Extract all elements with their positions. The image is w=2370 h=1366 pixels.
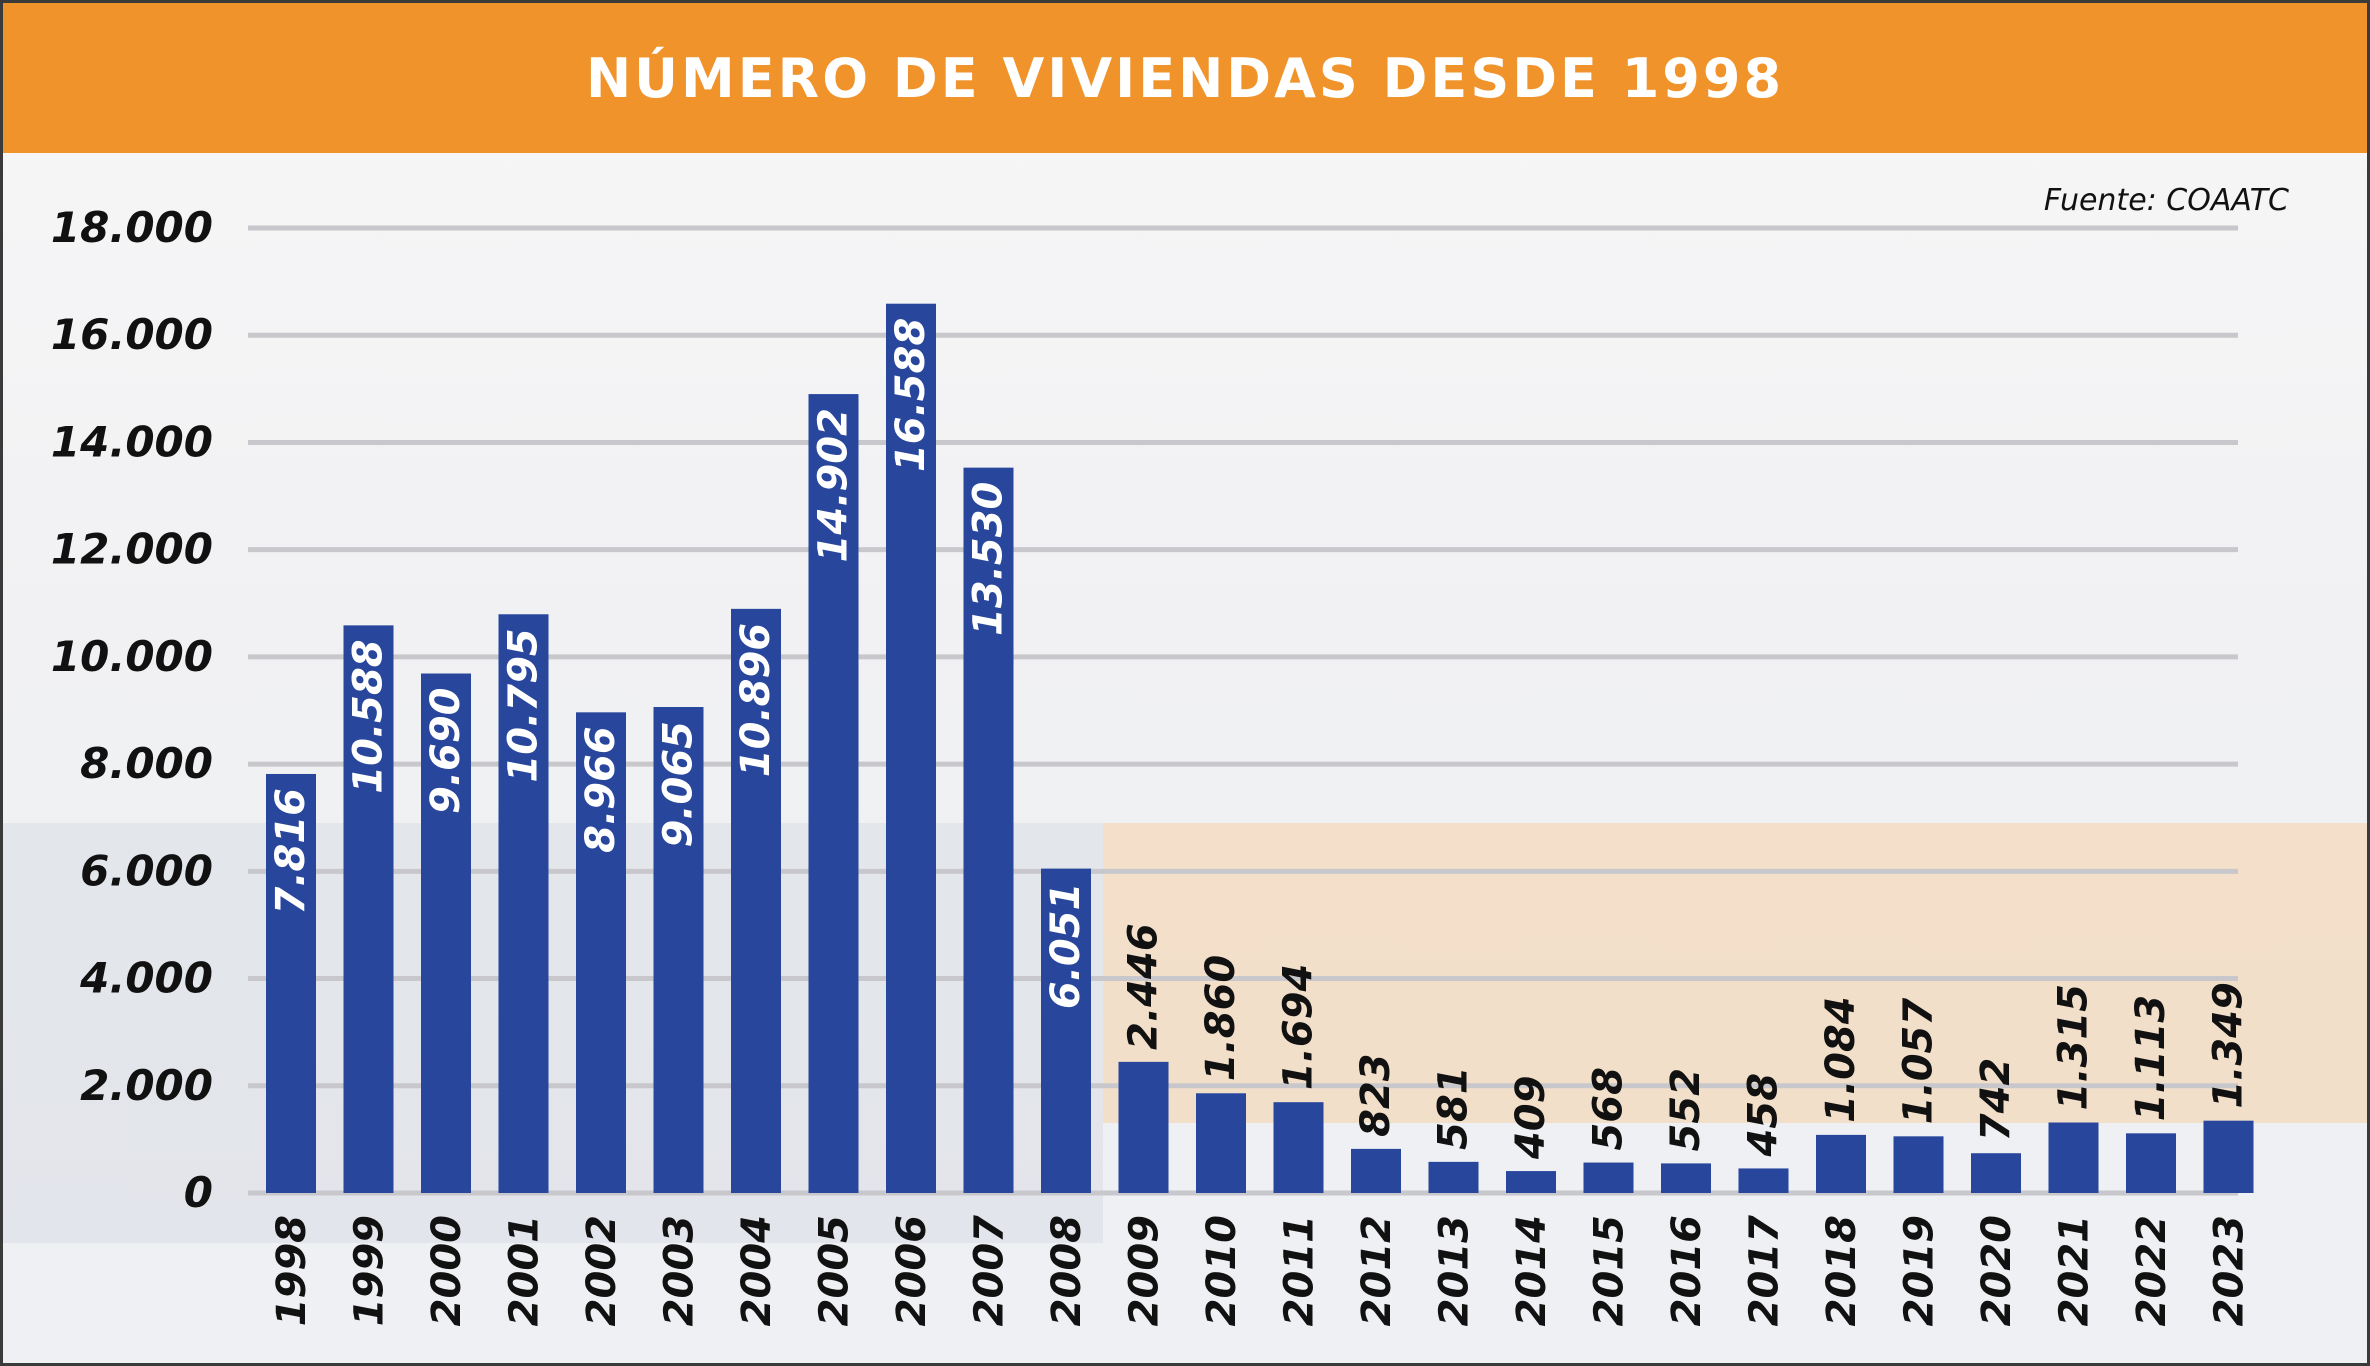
bar-value-label: 8.966 <box>578 726 624 853</box>
bar-value-label: 10.795 <box>501 628 547 782</box>
x-tick-label: 2003 <box>657 1215 703 1326</box>
bar-value-label: 6.051 <box>1043 883 1089 1010</box>
x-tick-label: 2002 <box>579 1215 625 1326</box>
x-tick-label: 2019 <box>1897 1215 1943 1326</box>
bar-value-label: 16.588 <box>888 318 934 472</box>
bar <box>2203 1120 2254 1193</box>
x-tick-label: 1999 <box>347 1215 393 1326</box>
x-tick-label: 2015 <box>1587 1215 1633 1326</box>
bar-value-label: 568 <box>1586 1067 1632 1151</box>
bar-value-label: 7.816 <box>268 788 314 915</box>
bar-value-label: 10.588 <box>346 639 392 793</box>
x-tick-label: 1998 <box>269 1215 315 1326</box>
x-tick-label: 2013 <box>1432 1215 1478 1326</box>
bar <box>886 303 936 1194</box>
x-tick-label: 2020 <box>1974 1215 2020 1326</box>
y-tick-label: 0 <box>184 1168 213 1217</box>
bar <box>498 614 549 1193</box>
x-tick-label: 2001 <box>502 1215 548 1326</box>
x-tick-label: 2008 <box>1044 1215 1090 1326</box>
bar-value-label: 581 <box>1431 1066 1477 1150</box>
y-tick-label: 2.000 <box>80 1061 213 1110</box>
bar <box>1506 1171 1556 1193</box>
x-tick-label: 2006 <box>889 1215 935 1326</box>
y-tick-label: 10.000 <box>51 632 213 681</box>
bar <box>963 467 1014 1193</box>
x-tick-label: 2005 <box>812 1215 858 1326</box>
x-tick-label: 2021 <box>2052 1215 2098 1326</box>
x-tick-label: 2009 <box>1122 1215 1168 1326</box>
bar-value-label: 1.694 <box>1276 964 1322 1091</box>
source-note: Fuente: COAATC <box>2043 183 2289 218</box>
x-tick-label: 2011 <box>1277 1215 1323 1326</box>
bar <box>343 625 394 1193</box>
x-tick-label: 2023 <box>2207 1215 2253 1326</box>
bar-value-label: 2.446 <box>1121 923 1167 1050</box>
bar-value-label: 1.113 <box>2128 995 2174 1122</box>
y-tick-label: 8.000 <box>80 739 213 788</box>
bar-value-label: 823 <box>1353 1053 1399 1137</box>
y-tick-label: 12.000 <box>51 525 213 574</box>
bar-chart: 0 2.000 4.000 6.000 8.000 10.000 12.000 14.000 1… <box>3 203 2367 1326</box>
bar <box>266 773 316 1193</box>
bar-value-label: 1.084 <box>1818 996 1864 1123</box>
bar <box>731 608 781 1193</box>
bar <box>1041 868 1091 1193</box>
bar <box>576 712 626 1193</box>
x-tick-label: 2004 <box>734 1215 780 1326</box>
bar-value-label: 9.065 <box>656 721 702 848</box>
bar-value-label: 1.315 <box>2051 984 2097 1111</box>
y-tick-label: 18.000 <box>51 203 213 252</box>
bar <box>1661 1163 1711 1193</box>
bar <box>1196 1093 1246 1193</box>
x-tick-label: 2017 <box>1742 1215 1788 1326</box>
x-tick-label: 2018 <box>1819 1215 1865 1326</box>
bar <box>1738 1168 1789 1193</box>
bar-value-label: 1.860 <box>1198 955 1244 1082</box>
y-tick-label: 4.000 <box>79 954 213 1003</box>
chart-title: NÚMERO DE VIVIENDAS DESDE 1998 <box>585 46 1785 110</box>
bar-value-label: 409 <box>1508 1076 1554 1161</box>
bar <box>1351 1148 1401 1193</box>
bar-value-label: 458 <box>1741 1073 1787 1158</box>
x-tick-label: 2014 <box>1509 1215 1555 1326</box>
y-tick-label: 6.000 <box>80 846 213 895</box>
bar <box>1583 1162 1634 1193</box>
bar <box>2126 1133 2176 1193</box>
bar <box>1893 1136 1944 1193</box>
x-tick-label: 2007 <box>967 1215 1013 1326</box>
bar-value-label: 9.690 <box>423 688 469 815</box>
bar-value-label: 10.896 <box>733 623 779 777</box>
bar <box>1428 1161 1479 1193</box>
x-tick-label: 2012 <box>1354 1215 1400 1326</box>
bar <box>1816 1134 1866 1193</box>
x-tick-label: 2010 <box>1199 1215 1245 1326</box>
x-tick-label: 2016 <box>1664 1215 1710 1326</box>
bar-value-label: 552 <box>1663 1068 1709 1152</box>
x-tick-label: 2022 <box>2129 1215 2175 1326</box>
bar-value-label: 13.530 <box>966 482 1012 636</box>
title-banner: NÚMERO DE VIVIENDAS DESDE 1998 <box>3 3 2367 153</box>
y-tick-label: 16.000 <box>51 310 213 359</box>
bar <box>1971 1153 2021 1193</box>
bar-value-label: 14.902 <box>811 408 857 562</box>
bar-value-label: 742 <box>1973 1058 2019 1142</box>
bar-value-label: 1.057 <box>1896 998 1942 1125</box>
bar <box>808 394 859 1193</box>
bar <box>1273 1102 1324 1193</box>
x-tick-label: 2000 <box>424 1215 470 1326</box>
bar <box>1118 1061 1169 1193</box>
bar <box>2048 1122 2099 1193</box>
bar-value-label: 1.349 <box>2206 982 2252 1109</box>
bar <box>421 673 471 1193</box>
bar <box>653 707 704 1193</box>
y-tick-label: 14.000 <box>51 417 213 466</box>
